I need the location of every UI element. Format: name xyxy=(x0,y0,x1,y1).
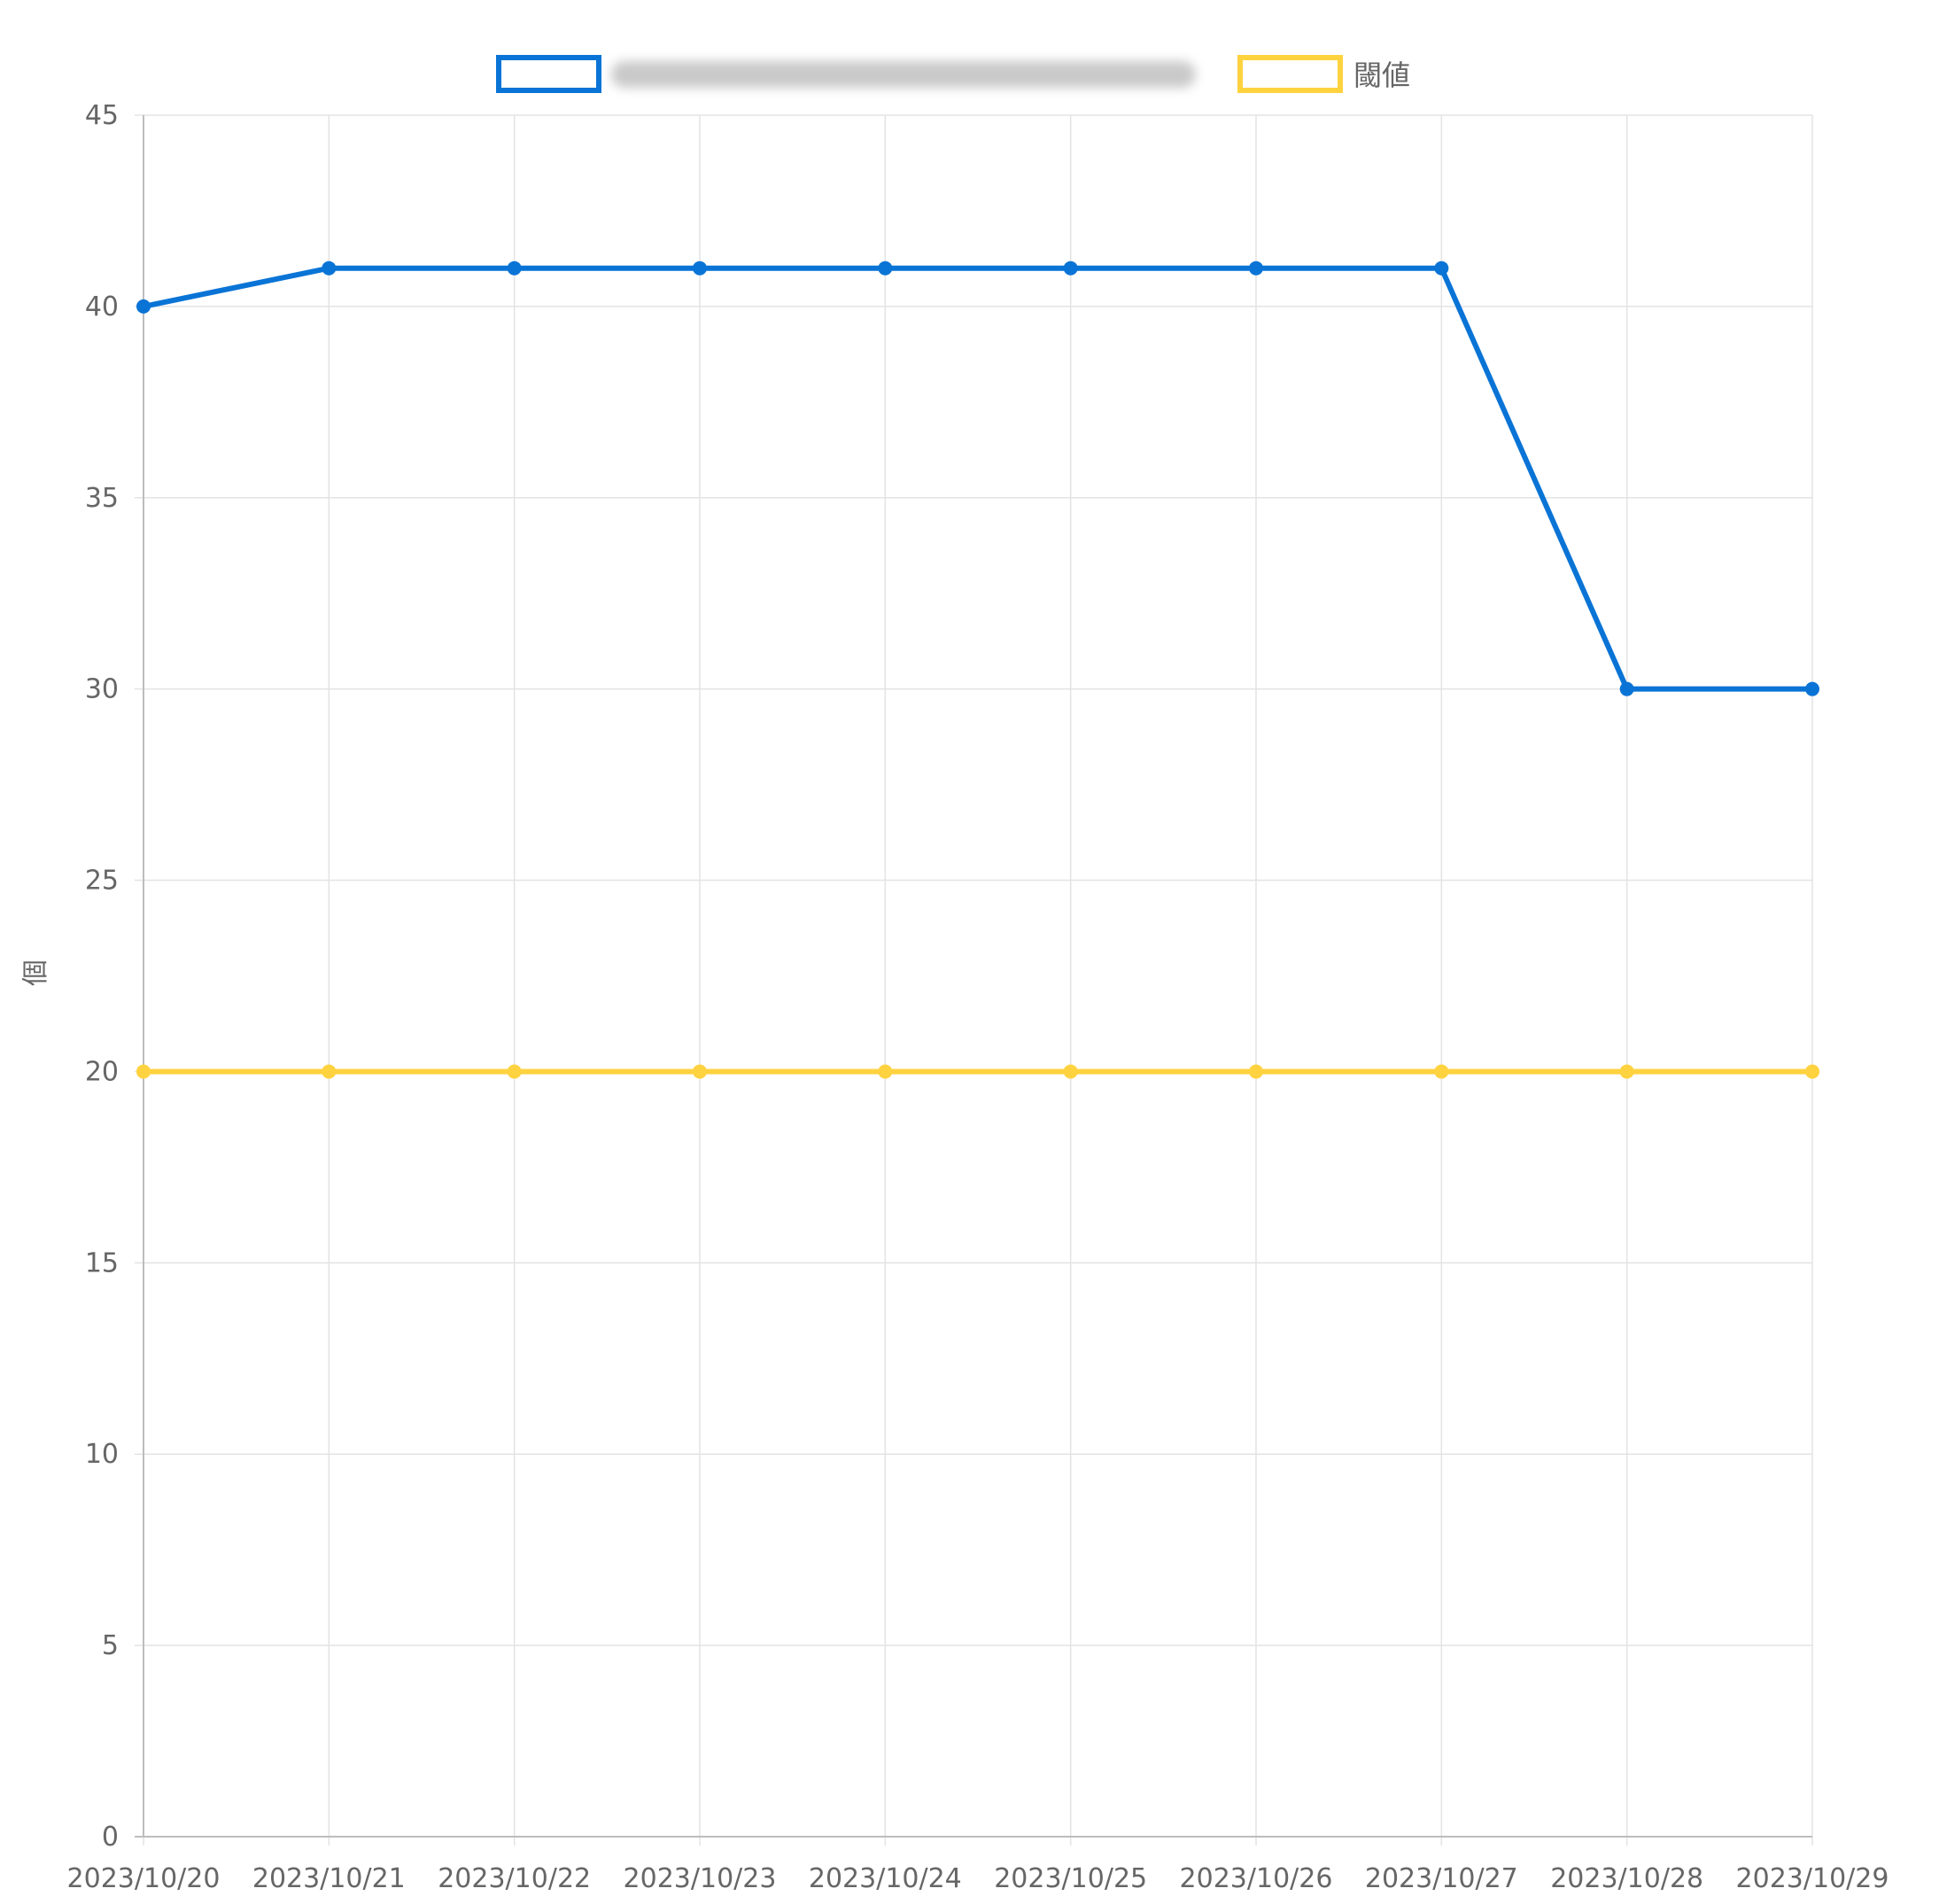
y-tick-label: 10 xyxy=(85,1439,119,1470)
axes: 0 5 10 15 20 25 30 35 40 45 2023/10/20 2023/10/21 20… xyxy=(67,100,1889,1894)
series-1-point[interactable] xyxy=(1805,1064,1819,1079)
series-0-point[interactable] xyxy=(1063,260,1078,276)
legend-swatch-0[interactable] xyxy=(496,55,601,93)
x-tick-label: 2023/10/22 xyxy=(438,1863,591,1894)
grid xyxy=(135,114,1813,1846)
x-tick-label: 2023/10/25 xyxy=(994,1863,1147,1894)
x-tick-label: 2023/10/24 xyxy=(809,1863,962,1894)
series-1-point[interactable] xyxy=(878,1064,893,1079)
x-tick-label: 2023/10/27 xyxy=(1365,1863,1518,1894)
series-1-point[interactable] xyxy=(1619,1064,1634,1079)
series-1-point[interactable] xyxy=(693,1064,707,1079)
legend-label-0-obscured xyxy=(611,61,1196,88)
series-0-point[interactable] xyxy=(507,260,522,276)
y-tick-label: 30 xyxy=(85,674,119,705)
series-line-0 xyxy=(143,265,1812,692)
series-lines xyxy=(136,260,1819,1079)
x-tick-label: 2023/10/20 xyxy=(67,1863,221,1894)
series-1-point[interactable] xyxy=(1434,1064,1449,1079)
series-0-point[interactable] xyxy=(1619,681,1634,696)
legend-swatch-1[interactable] xyxy=(1237,55,1343,93)
y-tick-label: 0 xyxy=(102,1822,119,1853)
y-axis-title: 個 xyxy=(20,960,51,986)
series-0-point[interactable] xyxy=(322,260,337,276)
series-0-point[interactable] xyxy=(1434,260,1449,276)
y-tick-label: 35 xyxy=(85,483,119,514)
legend-label-1: 閾値 xyxy=(1353,58,1410,92)
series-0-point[interactable] xyxy=(136,299,151,314)
series-1-point[interactable] xyxy=(1063,1064,1078,1079)
series-1-point[interactable] xyxy=(507,1064,522,1079)
x-tick-label: 2023/10/26 xyxy=(1180,1863,1333,1894)
y-tick-label: 40 xyxy=(85,291,119,323)
y-tick-label: 5 xyxy=(102,1630,119,1661)
y-tick-label: 20 xyxy=(85,1056,119,1087)
x-tick-label: 2023/10/29 xyxy=(1736,1863,1889,1894)
y-tick-label: 15 xyxy=(85,1247,119,1278)
series-1-point[interactable] xyxy=(136,1064,151,1079)
series-1-point[interactable] xyxy=(1249,1064,1263,1079)
y-tick-label: 45 xyxy=(85,100,119,131)
series-0-point[interactable] xyxy=(693,260,707,276)
series-0-point[interactable] xyxy=(878,260,893,276)
y-tick-label: 25 xyxy=(85,866,119,897)
x-tick-label: 2023/10/28 xyxy=(1550,1863,1703,1894)
series-0-point[interactable] xyxy=(1805,681,1819,696)
x-tick-label: 2023/10/23 xyxy=(624,1863,777,1894)
x-tick-label: 2023/10/21 xyxy=(252,1863,406,1894)
series-0-point[interactable] xyxy=(1249,260,1263,276)
legend[interactable]: 閾値 xyxy=(496,55,1410,93)
series-1-point[interactable] xyxy=(322,1064,337,1079)
